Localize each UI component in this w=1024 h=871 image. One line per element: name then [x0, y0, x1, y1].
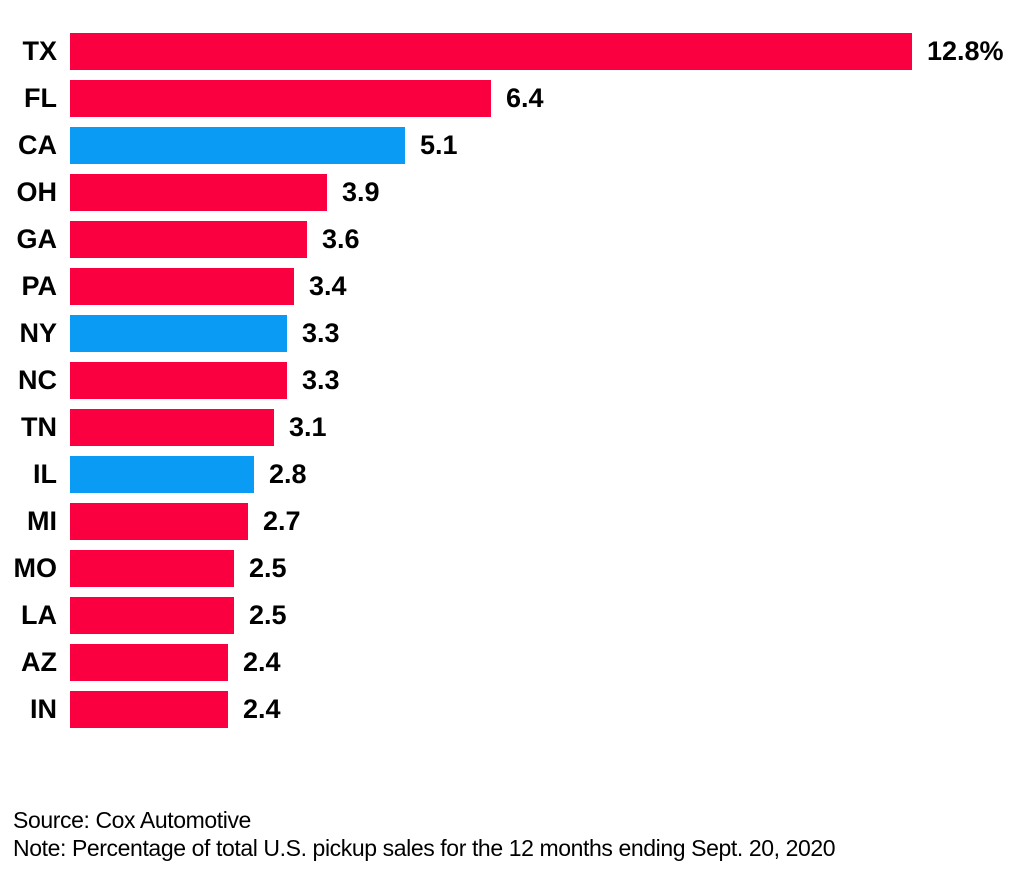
bar-row: IN 2.4: [0, 691, 1024, 728]
bar-value-label: 2.8: [269, 459, 307, 489]
bar: [70, 503, 248, 540]
bar-value-label: 12.8%: [927, 36, 1004, 66]
bar-value-label: 3.3: [302, 318, 340, 348]
bar: [70, 315, 287, 352]
bar-value-label: 3.3: [302, 365, 340, 395]
bar: [70, 174, 327, 211]
bar-row: CA 5.1: [0, 127, 1024, 164]
bar-value-label: 3.9: [342, 177, 380, 207]
source-text: Source: Cox Automotive: [13, 807, 251, 833]
bar-row: GA 3.6: [0, 221, 1024, 258]
bar: [70, 691, 228, 728]
bar-category-label: TN: [21, 412, 57, 442]
bar-category-label: AZ: [21, 647, 57, 677]
bar-category-label: MO: [13, 553, 58, 583]
bar-category-label: LA: [21, 600, 57, 630]
bar: [70, 550, 234, 587]
bar-category-label: MI: [27, 506, 57, 536]
bar-row: FL 6.4: [0, 80, 1024, 117]
bar-category-label: IN: [30, 694, 57, 724]
bar-row: OH 3.9: [0, 174, 1024, 211]
bar: [70, 221, 307, 258]
bar: [70, 456, 254, 493]
bar-category-label: FL: [24, 83, 57, 113]
bar: [70, 597, 234, 634]
bar-value-label: 5.1: [420, 130, 458, 160]
bar-value-label: 2.5: [249, 600, 287, 630]
bar-value-label: 2.7: [263, 506, 301, 536]
bar-category-label: NC: [18, 365, 57, 395]
bar-category-label: OH: [16, 177, 58, 207]
bar-value-label: 2.4: [243, 694, 281, 724]
bar-row: TN 3.1: [0, 409, 1024, 446]
bar-category-label: PA: [21, 271, 57, 301]
bar-chart: TX 12.8% FL 6.4 CA 5.1 OH 3.9 GA 3.6 PA …: [0, 33, 1024, 728]
bar-row: NC 3.3: [0, 362, 1024, 399]
bar: [70, 80, 491, 117]
bar: [70, 362, 287, 399]
bar: [70, 268, 294, 305]
bar-row: PA 3.4: [0, 268, 1024, 305]
bar-row: MI 2.7: [0, 503, 1024, 540]
bar-row: TX 12.8%: [0, 33, 1024, 70]
bar-category-label: IL: [33, 459, 57, 489]
bar-category-label: TX: [22, 36, 57, 66]
bar-value-label: 2.5: [249, 553, 287, 583]
chart-footer: Source: Cox Automotive Note: Percentage …: [13, 806, 1024, 862]
bar-value-label: 3.6: [322, 224, 360, 254]
bar-value-label: 2.4: [243, 647, 281, 677]
bar-row: NY 3.3: [0, 315, 1024, 352]
bar-row: LA 2.5: [0, 597, 1024, 634]
bar-value-label: 3.4: [309, 271, 347, 301]
bar: [70, 33, 912, 70]
bar: [70, 127, 405, 164]
bar-row: MO 2.5: [0, 550, 1024, 587]
bar-category-label: NY: [19, 318, 57, 348]
note-text: Note: Percentage of total U.S. pickup sa…: [13, 835, 836, 861]
bar-value-label: 3.1: [289, 412, 327, 442]
bar-value-label: 6.4: [506, 83, 544, 113]
bar-row: IL 2.8: [0, 456, 1024, 493]
bar-row: AZ 2.4: [0, 644, 1024, 681]
bar-category-label: GA: [16, 224, 58, 254]
bar-category-label: CA: [18, 130, 57, 160]
bar: [70, 409, 274, 446]
bar: [70, 644, 228, 681]
